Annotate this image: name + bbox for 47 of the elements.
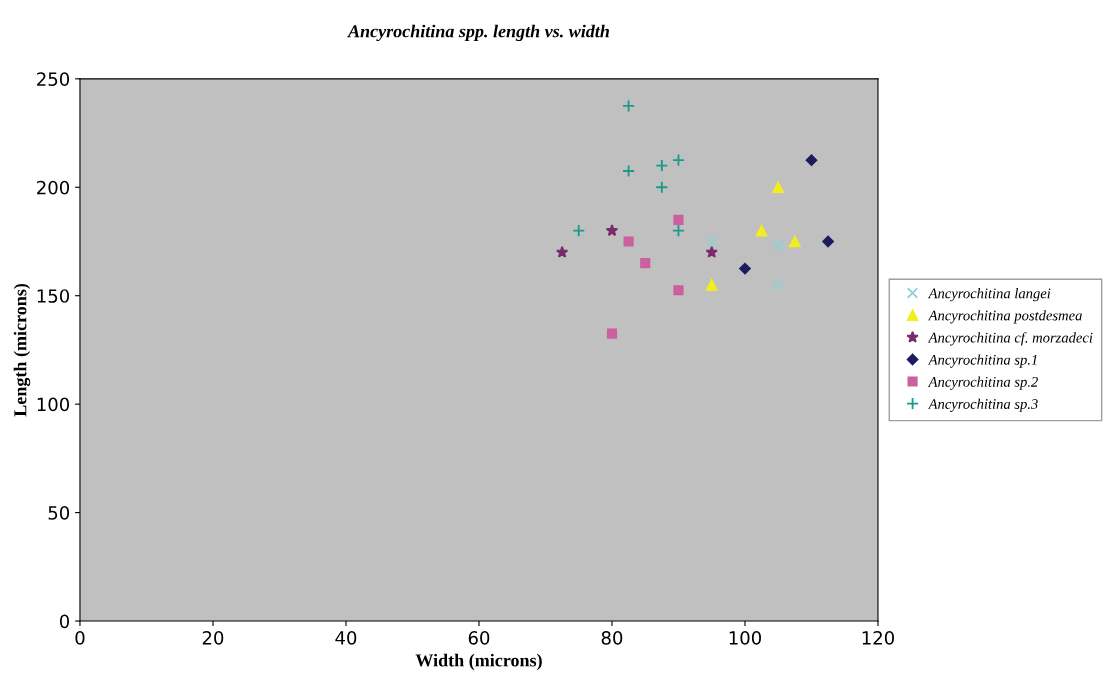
- point: [755, 224, 768, 237]
- point: [623, 236, 634, 247]
- x-tick-label: 120: [862, 631, 894, 645]
- point: [739, 262, 751, 275]
- chart-title: Ancyrochitina spp. length vs. width: [347, 24, 609, 42]
- point: [605, 224, 619, 237]
- legend-label: Ancyrochitina postdesmea: [927, 310, 1082, 324]
- y-tick-label: 0: [59, 614, 70, 629]
- legend-label: Ancyrochitina cf. morzadeci: [927, 332, 1093, 346]
- point: [606, 328, 618, 339]
- point: [772, 240, 784, 252]
- point: [672, 153, 685, 167]
- point: [789, 235, 801, 248]
- y-tick-label: 50: [48, 506, 70, 520]
- point: [673, 214, 684, 225]
- point: [572, 224, 586, 238]
- x-tick-label: 60: [468, 631, 490, 645]
- x-tick-label: 20: [202, 631, 224, 645]
- point: [705, 235, 718, 248]
- point: [655, 180, 669, 194]
- legend-label: Ancyrochitina sp.1: [927, 354, 1037, 368]
- point: [822, 235, 834, 248]
- legend-label: Ancyrochitina sp.3: [927, 398, 1038, 412]
- point: [673, 285, 684, 296]
- legend-label: Ancyrochitina sp.2: [927, 376, 1038, 390]
- point: [705, 279, 718, 291]
- point: [705, 245, 718, 258]
- point: [622, 99, 636, 113]
- point: [672, 224, 685, 238]
- point: [655, 159, 669, 173]
- x-tick-label: 80: [601, 631, 623, 645]
- x-tick-label: 0: [75, 631, 85, 645]
- x-axis-title: Width (microns): [415, 653, 542, 671]
- point: [640, 258, 651, 269]
- point: [805, 154, 818, 166]
- point: [772, 279, 784, 291]
- point: [622, 164, 636, 178]
- y-tick-label: 200: [37, 180, 70, 195]
- x-tick-label: 100: [729, 631, 761, 645]
- y-tick-label: 250: [37, 72, 70, 86]
- y-tick-label: 100: [37, 397, 70, 412]
- point: [772, 181, 784, 194]
- legend-label: Ancyrochitina langei: [927, 288, 1051, 302]
- y-tick-label: 150: [37, 289, 70, 303]
- y-axis-title: Length (microns): [13, 283, 31, 417]
- x-tick-label: 40: [335, 631, 357, 645]
- point: [555, 245, 569, 258]
